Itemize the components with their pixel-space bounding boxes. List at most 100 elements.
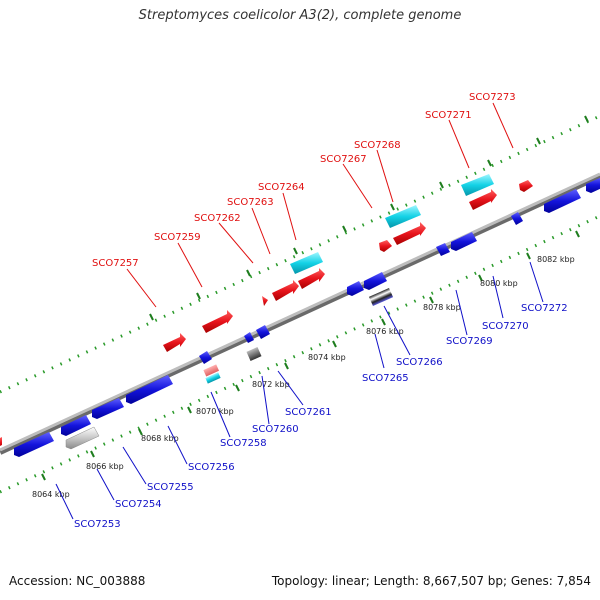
gene-pink[interactable] <box>203 364 220 377</box>
upper-dotted-track <box>0 114 600 394</box>
gene-label[interactable]: SCO7256 <box>188 462 235 473</box>
gene-label[interactable]: SCO7271 <box>425 110 472 121</box>
lower-tick <box>575 230 580 238</box>
gene-reverse[interactable] <box>436 243 450 256</box>
tick-label: 8078 kbp <box>423 303 461 312</box>
gene-forward[interactable] <box>298 268 325 289</box>
leader-line <box>277 370 304 406</box>
gene-label[interactable]: SCO7266 <box>396 357 443 368</box>
tick-label: 8074 kbp <box>308 353 346 362</box>
lower-tick <box>235 384 240 392</box>
upper-ticks <box>149 115 589 321</box>
forward-genes <box>0 174 533 448</box>
accession-text: Accession: NC_003888 <box>9 574 146 588</box>
gene-label[interactable]: SCO7254 <box>115 499 162 510</box>
gene-reverse[interactable] <box>244 332 254 343</box>
gene-reverse[interactable] <box>544 189 581 213</box>
leader-line <box>218 222 254 264</box>
lower-dotted-track <box>0 214 600 494</box>
gene-forward[interactable] <box>519 180 533 192</box>
upper-tick <box>390 203 395 211</box>
gene-label[interactable]: SCO7262 <box>194 213 241 224</box>
gene-label[interactable]: SCO7263 <box>227 197 274 208</box>
gene-label[interactable]: SCO7273 <box>469 92 516 103</box>
tick-label: 8068 kbp <box>141 434 179 443</box>
gene-striped[interactable] <box>368 287 394 307</box>
leader-line <box>374 333 385 369</box>
gene-reverse[interactable] <box>364 272 387 290</box>
gene-forward[interactable] <box>262 296 268 306</box>
upper-tick <box>342 225 347 233</box>
upper-tick <box>584 115 589 123</box>
gene-label[interactable]: SCO7272 <box>521 303 568 314</box>
gene-reverse[interactable] <box>61 415 91 436</box>
map-title: Streptomyces coelicolor A3(2), complete … <box>138 8 462 23</box>
leader-line <box>251 207 271 255</box>
gene-forward[interactable] <box>379 240 392 252</box>
gene-label[interactable]: SCO7257 <box>92 258 139 269</box>
lower-ticks <box>41 230 580 481</box>
gene-label[interactable]: SCO7253 <box>74 519 121 530</box>
tick-labels: 8064 kbp 8066 kbp 8068 kbp 8070 kbp 8072… <box>32 255 575 499</box>
lower-tick <box>138 428 143 436</box>
tick-label: 8082 kbp <box>537 255 575 264</box>
gene-label[interactable]: SCO7265 <box>362 373 409 384</box>
lower-tick <box>526 252 531 260</box>
gene-label[interactable]: SCO7269 <box>446 336 493 347</box>
gene-reverse[interactable] <box>256 325 270 339</box>
gene-reverse[interactable] <box>92 398 124 419</box>
leader-line <box>383 305 411 356</box>
gene-label[interactable]: SCO7255 <box>147 482 194 493</box>
gene-label[interactable]: SCO7259 <box>154 232 201 243</box>
backbone <box>0 172 600 455</box>
gene-cyan[interactable] <box>461 174 494 196</box>
gene-label[interactable]: SCO7270 <box>482 321 529 332</box>
upper-tick <box>439 181 444 189</box>
backbone-shadow <box>0 173 600 455</box>
gene-label[interactable]: SCO7268 <box>354 140 401 151</box>
gene-reverse[interactable] <box>347 281 364 296</box>
gene-cyan[interactable] <box>385 205 421 228</box>
upper-tick <box>149 313 154 321</box>
gene-label[interactable]: SCO7258 <box>220 438 267 449</box>
gene-reverse[interactable] <box>199 351 212 364</box>
gene-reverse[interactable] <box>511 212 523 225</box>
gene-forward[interactable] <box>393 222 426 245</box>
gene-grey[interactable] <box>65 426 100 450</box>
lower-tick <box>284 362 289 370</box>
gene-forward[interactable] <box>163 333 186 352</box>
gene-reverse[interactable] <box>14 432 54 457</box>
gene-dark[interactable] <box>246 346 262 362</box>
gene-forward[interactable] <box>0 437 2 448</box>
leader-line <box>96 468 115 501</box>
gene-reverse[interactable] <box>586 177 600 193</box>
leader-line <box>167 425 188 465</box>
gene-reverse[interactable] <box>126 375 173 404</box>
gene-label[interactable]: SCO7261 <box>285 407 332 418</box>
gene-cyan-small[interactable] <box>205 372 221 384</box>
gene-reverse[interactable] <box>451 232 477 251</box>
tick-label: 8064 kbp <box>32 490 70 499</box>
lower-tick <box>187 406 192 414</box>
gene-label[interactable]: SCO7267 <box>320 154 367 165</box>
gene-forward[interactable] <box>469 189 497 210</box>
leader-line <box>210 391 231 438</box>
tick-label: 8072 kbp <box>252 380 290 389</box>
genome-summary-text: Topology: linear; Length: 8,667,507 bp; … <box>271 574 591 588</box>
reverse-gene-labels: SCO7253 SCO7254 SCO7255 SCO7256 SCO7258 … <box>74 303 568 530</box>
leader-line <box>448 119 470 169</box>
gene-cyan[interactable] <box>290 252 323 274</box>
lower-tick <box>90 450 95 458</box>
gene-label[interactable]: SCO7260 <box>252 424 299 435</box>
leader-line <box>126 268 157 308</box>
gene-forward[interactable] <box>202 310 233 333</box>
gene-label[interactable]: SCO7264 <box>258 182 305 193</box>
gene-forward[interactable] <box>272 280 299 301</box>
lower-tick <box>332 340 337 348</box>
lower-tick <box>41 473 46 481</box>
tick-label: 8080 kbp <box>480 279 518 288</box>
forward-leaders <box>126 102 514 308</box>
reverse-leaders <box>55 261 544 520</box>
